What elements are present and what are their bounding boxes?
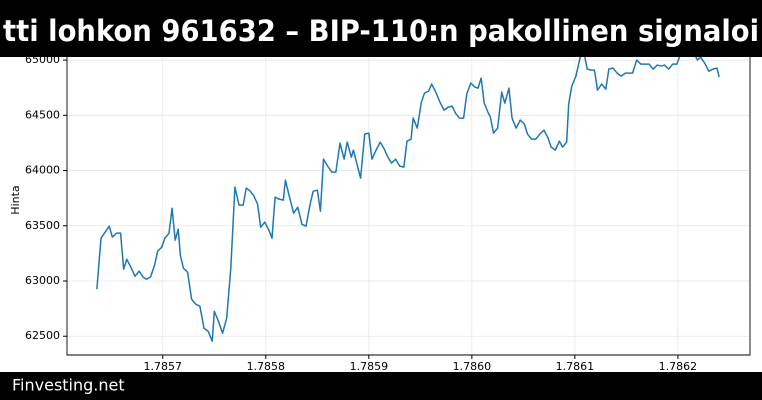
title-banner xyxy=(0,0,762,57)
x-tick-label: 1.7859 xyxy=(350,360,389,373)
y-tick-label: 64500 xyxy=(25,108,60,121)
x-tick-label: 1.7862 xyxy=(659,360,698,373)
footer-bar xyxy=(0,372,762,400)
x-tick-label: 1.7858 xyxy=(247,360,286,373)
x-tick-label: 1.7860 xyxy=(453,360,492,373)
x-tick-label: 1.7857 xyxy=(144,360,183,373)
axis-spines xyxy=(66,38,751,356)
y-tick-label: 64000 xyxy=(25,164,60,177)
y-axis-label: Hinta xyxy=(9,185,22,214)
price-line xyxy=(96,45,720,342)
x-tick-label: 1.7861 xyxy=(556,360,595,373)
y-tick-label: 63500 xyxy=(25,219,60,232)
y-tick-label: 62500 xyxy=(25,329,60,342)
y-tick-label: 63000 xyxy=(25,274,60,287)
footer-brand: Finvesting.net xyxy=(12,376,125,395)
chart-title: tti lohkon 961632 – BIP-110:n pakollinen… xyxy=(3,14,759,48)
